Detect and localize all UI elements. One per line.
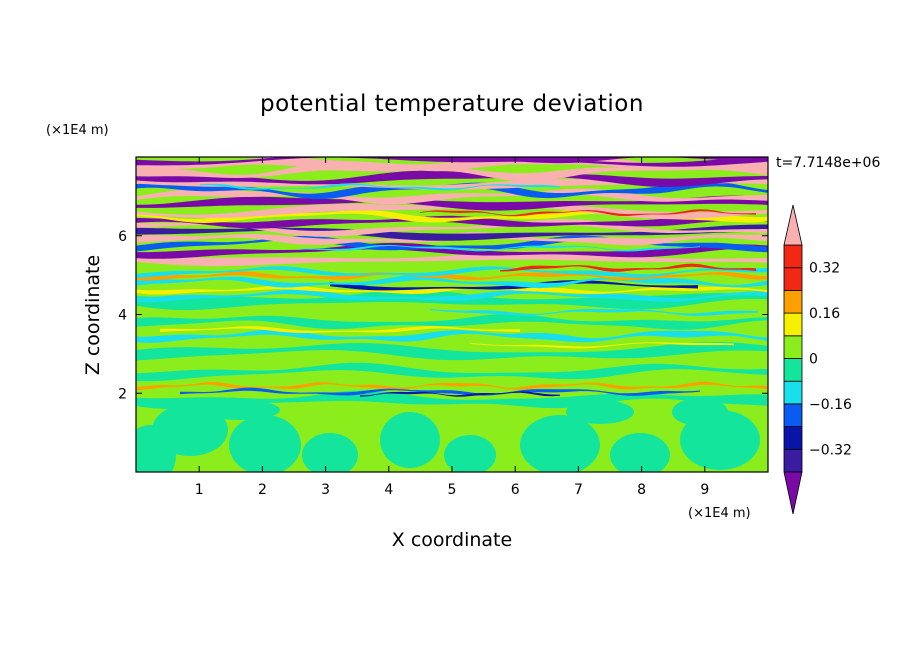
field-cell — [229, 415, 301, 472]
field-band — [430, 309, 758, 316]
x-tick-label: 9 — [700, 482, 709, 498]
colorbar: 0.32 0.16 0 −0.16 −0.32 — [783, 204, 852, 515]
field-band — [136, 341, 768, 361]
field-band — [136, 242, 768, 259]
field-cell — [302, 433, 358, 472]
field-band — [136, 224, 768, 241]
field-band — [500, 263, 756, 272]
colorbar-segment — [783, 267, 803, 291]
chart-title: potential temperature deviation — [260, 91, 644, 117]
field-band — [136, 203, 768, 220]
field-cell — [152, 404, 228, 456]
colorbar-extend-min — [783, 471, 803, 515]
field-band — [136, 170, 768, 187]
field-band — [136, 215, 768, 229]
field-band — [300, 244, 700, 252]
x-tick-label: 7 — [574, 482, 583, 498]
field-band — [136, 266, 768, 278]
field-band — [470, 342, 734, 349]
x-tick-label: 2 — [258, 482, 267, 498]
x-axis-title: X coordinate — [392, 529, 512, 551]
colorbar-segment — [783, 358, 803, 382]
x-tick-label: 8 — [637, 482, 646, 498]
field-band — [136, 271, 768, 281]
field-band — [136, 381, 768, 390]
colorbar-segment — [783, 335, 803, 359]
field-band — [136, 362, 768, 382]
field-band — [180, 387, 700, 396]
field-cell — [610, 433, 670, 472]
colorbar-extend-max — [783, 204, 803, 246]
colorbar-segment — [783, 448, 803, 473]
x-unit-label: (×1E4 m) — [688, 506, 751, 521]
field-band — [200, 183, 560, 191]
y-tick-label: 2 — [118, 386, 127, 402]
x-tick-label: 1 — [195, 482, 204, 498]
x-tick-label: 4 — [384, 482, 393, 498]
y-axis: 2 4 6 — [118, 229, 768, 402]
colorbar-tick-label: −0.16 — [809, 397, 852, 413]
field-band — [136, 157, 768, 172]
colorbar-tick-label: −0.32 — [809, 442, 852, 458]
field-cell — [444, 435, 496, 472]
y-unit-label: (×1E4 m) — [46, 123, 109, 138]
colorbar-tick-label: 0 — [809, 352, 818, 368]
field-band — [136, 180, 768, 200]
x-tick-label: 6 — [511, 482, 520, 498]
colorbar-segment — [783, 426, 803, 450]
colorbar-segment — [783, 380, 803, 405]
colorbar-tick-label: 0.16 — [809, 306, 840, 322]
field-band — [136, 390, 768, 409]
contour-field — [136, 157, 768, 472]
field-band — [136, 285, 768, 295]
colorbar-tick-label: 0.32 — [809, 261, 840, 277]
y-axis-title: Z coordinate — [82, 255, 104, 375]
field-cell — [672, 398, 728, 426]
y-tick-label: 6 — [118, 229, 127, 245]
field-band — [450, 157, 768, 164]
x-axis: 1 2 3 4 5 6 7 8 9 — [195, 157, 709, 498]
x-tick-label: 3 — [321, 482, 330, 498]
x-tick-label: 5 — [448, 482, 457, 498]
field-band — [136, 195, 768, 211]
field-cell — [380, 412, 440, 468]
field-band — [360, 391, 560, 397]
colorbar-segment — [783, 312, 803, 337]
field-band — [136, 289, 768, 303]
y-tick-label: 4 — [118, 308, 127, 324]
field-band — [136, 313, 768, 330]
field-band — [160, 326, 520, 333]
field-band — [420, 209, 756, 217]
time-label: t=7.7148e+06 — [776, 155, 880, 171]
colorbar-segment — [783, 289, 803, 314]
colorbar-segment — [783, 244, 803, 269]
field-cell — [520, 415, 600, 472]
colorbar-segment — [783, 403, 803, 427]
